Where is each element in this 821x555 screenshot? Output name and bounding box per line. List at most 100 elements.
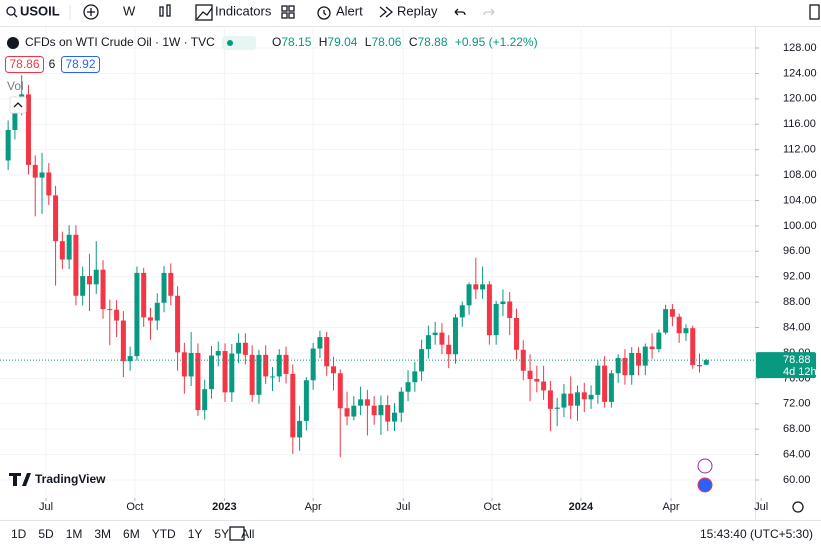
candle-body (364, 399, 370, 406)
candle-body (195, 352, 201, 411)
y-tick-label: 104.00 (783, 194, 817, 206)
collapse-legend[interactable] (9, 96, 27, 114)
candle-body (73, 234, 79, 296)
candle-body (93, 269, 99, 285)
sell-button[interactable] (5, 56, 44, 73)
chart-style[interactable] (159, 6, 164, 17)
buy-button[interactable] (61, 56, 100, 73)
countdown: 4d 12h (783, 366, 817, 378)
range-button[interactable]: 1D (11, 527, 27, 541)
interval[interactable]: W (123, 3, 136, 18)
x-tick-label: Jul (39, 501, 53, 513)
candle-body (446, 344, 452, 355)
candle-body (120, 320, 126, 362)
brand[interactable]: TradingView (35, 472, 106, 486)
x-tick-label: 2023 (212, 501, 236, 513)
range-button[interactable]: 6M (123, 527, 140, 541)
candle-body (419, 349, 425, 372)
candle-body (12, 105, 18, 130)
bid[interactable]: 78.86 (9, 57, 39, 71)
candle-body (629, 352, 635, 376)
candle-body (656, 332, 662, 350)
ohlc-value: 79.04 (327, 35, 357, 49)
candle-body (66, 234, 72, 260)
candle-body (351, 405, 357, 417)
toolbar-item[interactable]: Alert (336, 3, 363, 18)
legend: CFDs on WTI Crude Oil · 1W · TVC O78.15 … (5, 35, 538, 114)
ask[interactable]: 78.92 (65, 57, 95, 71)
panel-toggle[interactable] (809, 4, 820, 20)
candle-body (269, 376, 275, 378)
candle-body (134, 272, 140, 357)
candle-body (358, 399, 364, 406)
candle-body (53, 195, 59, 242)
redo[interactable] (483, 8, 495, 16)
candle-body (581, 392, 587, 400)
range-button[interactable]: 5D (38, 527, 54, 541)
range-button[interactable]: 1M (66, 527, 83, 541)
settings[interactable] (792, 501, 804, 513)
event-icon[interactable] (697, 477, 713, 493)
market-status[interactable] (222, 36, 256, 50)
candle-body (141, 272, 147, 318)
symbol[interactable]: USOIL (20, 3, 60, 18)
ohlc-value: 78.15 (281, 35, 311, 49)
candle-body (46, 172, 52, 196)
y-tick-label: 108.00 (783, 169, 817, 181)
candle-body (649, 346, 655, 350)
go-to-date[interactable] (229, 526, 245, 541)
candle-body (229, 353, 235, 393)
range-button[interactable]: 5Y (214, 527, 229, 541)
range-button[interactable]: 1Y (188, 527, 203, 541)
candle-body (690, 328, 696, 366)
candle-body (432, 332, 438, 336)
candle-body (622, 358, 628, 376)
candle-body (568, 393, 574, 406)
range-button[interactable]: All (241, 527, 254, 541)
candles (0, 75, 755, 458)
candle-body (439, 332, 445, 345)
candle-body (114, 309, 120, 321)
range-button[interactable]: YTD (152, 527, 176, 541)
candle-body (493, 304, 499, 336)
event-icon[interactable] (697, 458, 713, 474)
candle-body (371, 405, 377, 416)
candle-body (276, 354, 282, 377)
axes: 60.0064.0068.0072.0076.0080.0084.0088.00… (39, 42, 817, 513)
candle-body (554, 407, 560, 409)
candle-body (208, 355, 214, 390)
add-symbol[interactable] (83, 4, 99, 20)
candle-body (317, 337, 323, 349)
candle-body (236, 342, 242, 354)
candle-body (507, 301, 513, 319)
candle-body (59, 241, 65, 260)
toolbar-item[interactable]: Replay (397, 3, 438, 18)
candle-body (39, 172, 45, 178)
indicators-icon (195, 4, 213, 21)
candle-body (344, 408, 350, 417)
range-button[interactable]: 3M (94, 527, 111, 541)
brand-logo[interactable]: TradingView (9, 472, 106, 486)
ohlc-value: 78.88 (418, 35, 448, 49)
candle-body (500, 301, 506, 305)
candle-body (669, 309, 675, 317)
volume-label: Vol (7, 79, 24, 93)
ohlc-value: 78.06 (371, 35, 401, 49)
candle-body (547, 390, 553, 409)
candle-body (154, 302, 160, 321)
candle-body (575, 392, 580, 406)
y-tick-label: 64.00 (783, 449, 811, 461)
toolbar-item[interactable]: Indicators (215, 3, 272, 18)
y-tick-label: 84.00 (783, 321, 811, 333)
chart-title: CFDs on WTI Crude Oil · 1W · TVC (25, 35, 215, 49)
y-tick-label: 88.00 (783, 296, 811, 308)
price-tag-value: 78.88 (783, 354, 811, 366)
candle-body (324, 337, 330, 367)
candle-body (473, 284, 479, 290)
layouts[interactable] (281, 5, 295, 19)
candle-body (222, 351, 228, 393)
footer: 15:43:40 (UTC+5:30) 1D 5D 1M 3M 6M YTD 1Y 5Y All (11, 526, 813, 541)
candle-body (541, 381, 547, 391)
undo[interactable] (454, 8, 466, 16)
